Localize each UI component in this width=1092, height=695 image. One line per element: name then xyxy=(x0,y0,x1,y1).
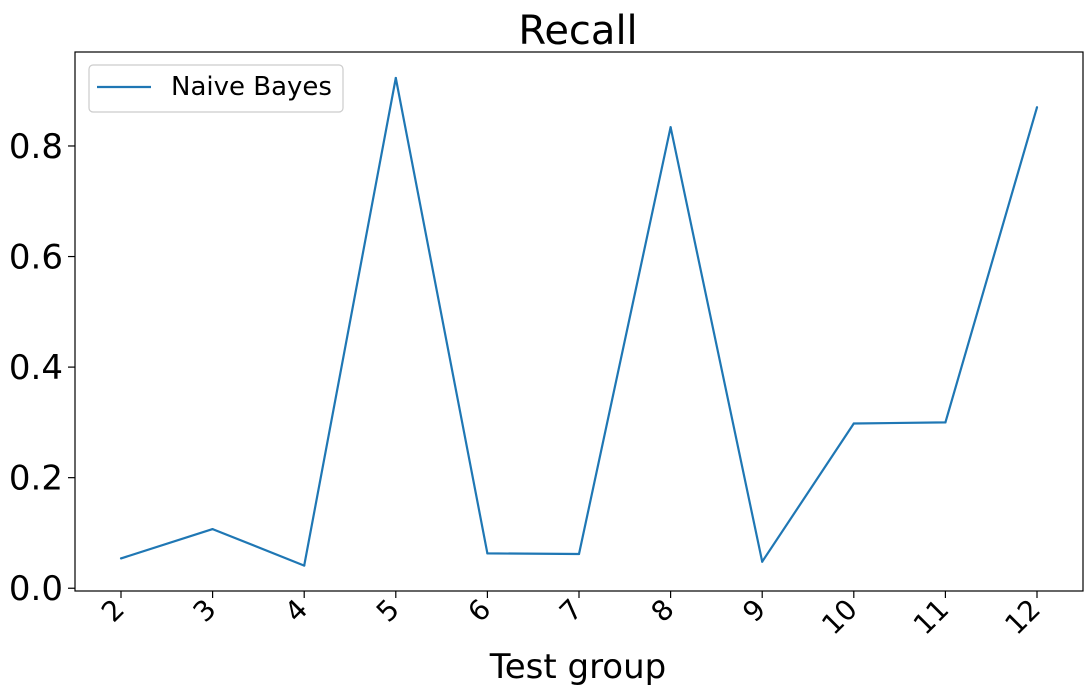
data-point xyxy=(577,552,581,556)
data-point xyxy=(303,564,306,567)
x-tick-label: 12 xyxy=(998,593,1047,642)
chart-title: Recall xyxy=(518,8,637,54)
data-point xyxy=(852,422,855,425)
plot-area xyxy=(74,51,1084,592)
x-axis: 2 3 4 5 6 7 8 9 10 11 12 xyxy=(95,591,1047,641)
x-tick-label: 3 xyxy=(187,593,223,629)
x-tick-label: 6 xyxy=(461,593,497,629)
y-axis: 0.0 0.2 0.4 0.6 0.8 xyxy=(9,127,75,609)
x-tick-label: 5 xyxy=(370,593,406,629)
data-point xyxy=(944,421,947,424)
y-tick-label: 0.2 xyxy=(9,459,63,499)
x-tick-label: 11 xyxy=(907,593,956,642)
series-layer xyxy=(119,76,1039,567)
legend: Naive Bayes xyxy=(88,64,344,113)
legend-box xyxy=(88,64,344,113)
data-point xyxy=(761,560,764,563)
legend-label: Naive Bayes xyxy=(171,72,332,102)
x-tick-label: 9 xyxy=(736,593,772,629)
x-axis-label: Test group xyxy=(489,647,667,687)
x-tick-label: 4 xyxy=(278,593,314,629)
y-tick-label: 0.8 xyxy=(9,127,63,167)
series-line-0 xyxy=(120,76,1039,567)
data-point xyxy=(1035,106,1039,109)
y-tick-label: 0.0 xyxy=(9,569,63,609)
data-point xyxy=(211,527,214,531)
data-point xyxy=(669,126,672,129)
y-tick-label: 0.6 xyxy=(9,238,63,278)
y-tick-label: 0.4 xyxy=(9,348,63,388)
data-point xyxy=(394,76,397,80)
x-tick-label: 10 xyxy=(815,593,864,642)
x-tick-label: 8 xyxy=(645,593,681,629)
data-point xyxy=(486,552,489,555)
data-point xyxy=(119,557,123,560)
x-tick-label: 2 xyxy=(95,593,131,629)
x-tick-label: 7 xyxy=(553,593,589,629)
